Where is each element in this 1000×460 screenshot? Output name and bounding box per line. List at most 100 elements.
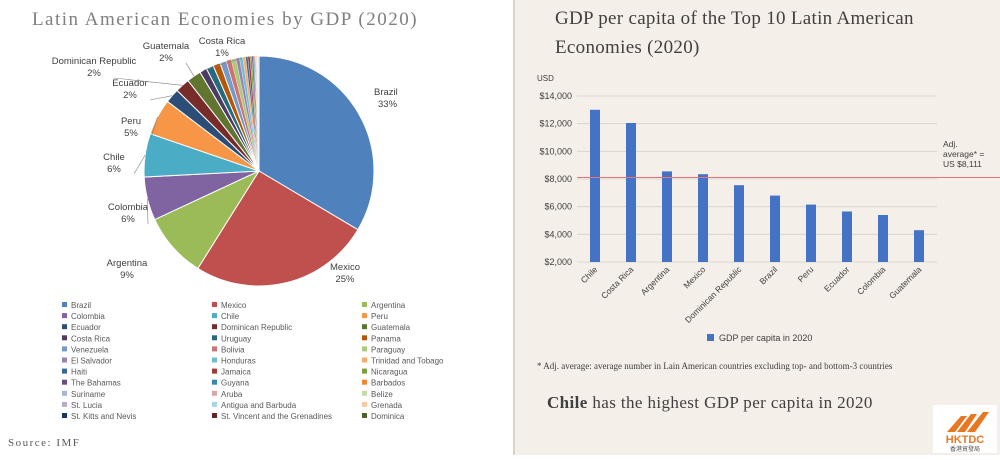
pie-legend-label: Mexico: [221, 301, 247, 310]
pie-legend-label: St. Lucia: [71, 401, 103, 410]
pie-panel: Latin American Economies by GDP (2020) B…: [0, 0, 515, 455]
y-tick-label: $12,000: [539, 119, 572, 129]
pie-label-value: 1%: [215, 48, 229, 59]
pie-label-name: Dominican Republic: [52, 56, 137, 67]
bars: [590, 110, 924, 262]
headline: Chile has the highest GDP per capita in …: [547, 393, 873, 412]
pie-legend-label: Venezuela: [71, 345, 109, 354]
pie-legend-label: Aruba: [221, 390, 243, 399]
pie-label-value: 9%: [120, 270, 134, 281]
pie-legend-label: Antigua and Barbuda: [221, 401, 297, 410]
pie-legend-swatch: [362, 402, 367, 407]
pie-label-name: Peru: [121, 116, 141, 127]
pie-label-name: Argentina: [107, 258, 148, 269]
pie-label-name: Colombia: [108, 202, 149, 213]
y-tick-labels: $2,000$4,000$6,000$8,000$10,000$12,000$1…: [539, 91, 572, 267]
pie-legend-label: Bolivia: [221, 345, 245, 354]
x-tick-label: Colombia: [855, 264, 888, 297]
bar-costa-rica: [626, 123, 636, 262]
pie-legend-label: Costa Rica: [71, 334, 111, 343]
headline-bold: Chile: [547, 393, 588, 412]
bar-legend-swatch: [707, 334, 714, 341]
bar-brazil: [770, 196, 780, 262]
adj-average-label: average* =: [943, 149, 984, 159]
bar-colombia: [878, 215, 888, 262]
adj-average-label: Adj.: [943, 139, 958, 149]
bar-legend-label: GDP per capita in 2020: [719, 333, 812, 343]
pie-label-value: 6%: [107, 164, 121, 175]
pie-legend-swatch: [62, 380, 67, 385]
pie-legend-swatch: [362, 380, 367, 385]
pie-legend-swatch: [62, 402, 67, 407]
pie-legend-swatch: [212, 302, 217, 307]
pie-legend-swatch: [362, 391, 367, 396]
pie-legend-swatch: [362, 313, 367, 318]
pie-legend-swatch: [212, 346, 217, 351]
x-tick-label: Guatemala: [887, 264, 924, 301]
pie-legend-label: Honduras: [221, 357, 256, 366]
pie-label-value: 2%: [123, 90, 137, 101]
y-tick-label: $4,000: [544, 229, 572, 239]
x-tick-label: Chile: [579, 264, 600, 285]
pie-legend-swatch: [212, 391, 217, 396]
y-tick-label: $10,000: [539, 146, 572, 156]
pie-legend-label: Dominican Republic: [221, 323, 292, 332]
y-tick-label: $6,000: [544, 202, 572, 212]
pie-legend-label: El Salvador: [71, 357, 112, 366]
pie-legend-label: Paraguay: [371, 345, 405, 354]
pie-legend-label: Ecuador: [71, 323, 101, 332]
bar-panel: GDP per capita of the Top 10 Latin Ameri…: [515, 0, 1000, 455]
pie-legend-swatch: [62, 369, 67, 374]
pie-legend-label: Guatemala: [371, 323, 411, 332]
pie-label-value: 2%: [159, 53, 173, 64]
bar-legend: GDP per capita in 2020: [707, 333, 812, 343]
pie-legend-swatch: [62, 313, 67, 318]
pie-legend-label: The Bahamas: [71, 379, 121, 388]
pie-legend-label: St. Vincent and the Grenadines: [221, 412, 332, 421]
bar-chart: GDP per capita of the Top 10 Latin Ameri…: [515, 0, 1000, 455]
y-tick-label: $2,000: [544, 257, 572, 267]
pie-legend-label: Dominica: [371, 412, 405, 421]
pie-legend-swatch: [212, 402, 217, 407]
pie-label-value: 33%: [378, 99, 398, 110]
pie-legend-swatch: [362, 302, 367, 307]
pie-chart-title: Latin American Economies by GDP (2020): [32, 9, 418, 30]
pie-legend-label: Suriname: [71, 390, 106, 399]
pie-legend-swatch: [362, 413, 367, 418]
pie-legend-swatch: [212, 324, 217, 329]
x-tick-label: Ecuador: [822, 264, 852, 294]
pie-label-name: Costa Rica: [199, 36, 246, 47]
pie-legend-swatch: [62, 335, 67, 340]
pie-label-name: Brazil: [374, 87, 398, 98]
x-tick-label: Argentina: [639, 264, 672, 297]
pie-label-value: 2%: [87, 68, 101, 79]
pie-legend-swatch: [212, 369, 217, 374]
pie-legend-swatch: [362, 324, 367, 329]
pie-legend-swatch: [62, 413, 67, 418]
pie-legend-swatch: [212, 358, 217, 363]
pie-legend-swatch: [62, 346, 67, 351]
pie-slices: [144, 56, 374, 286]
pie-legend-swatch: [212, 313, 217, 318]
pie-legend-label: Panama: [371, 334, 401, 343]
pie-legend-label: Brazil: [71, 301, 91, 310]
y-tick-label: $14,000: [539, 91, 572, 101]
pie-legend-label: Nicaragua: [371, 368, 408, 377]
pie-label-name: Mexico: [330, 262, 360, 273]
pie-legend-label: Barbados: [371, 379, 405, 388]
pie-legend-label: Jamaica: [221, 368, 251, 377]
pie-legend-swatch: [362, 335, 367, 340]
adj-average-label: US $8,111: [943, 159, 982, 169]
pie-label-name: Chile: [103, 152, 125, 163]
pie-legend-swatch: [362, 346, 367, 351]
pie-label-value: 6%: [121, 214, 135, 225]
pie-legend-swatch: [212, 413, 217, 418]
bar-peru: [806, 205, 816, 262]
pie-legend-swatch: [212, 380, 217, 385]
pie-legend-swatch: [362, 369, 367, 374]
y-axis-unit-label: USD: [537, 74, 554, 83]
pie-chart: Latin American Economies by GDP (2020) B…: [0, 0, 515, 455]
pie-legend-label: Peru: [371, 312, 388, 321]
